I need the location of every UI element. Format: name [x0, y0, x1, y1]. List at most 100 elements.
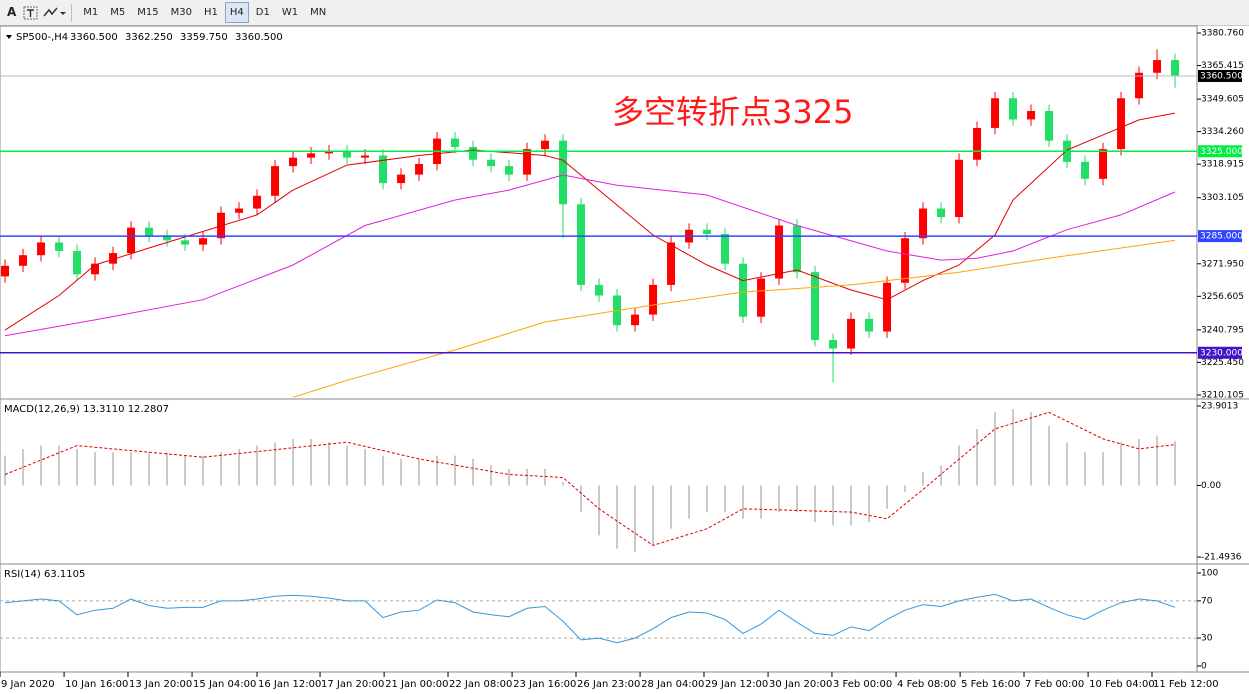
- candle-body: [397, 174, 406, 184]
- timeframe-button[interactable]: MN: [310, 7, 327, 18]
- text-tool-icon[interactable]: [21, 4, 41, 22]
- macd-name: MACD(12,26,9): [4, 404, 80, 415]
- timeframe-button[interactable]: M1: [83, 7, 99, 18]
- candle-body: [235, 208, 244, 213]
- panel-title: RSI(14) 63.1105: [4, 569, 85, 580]
- timeframe-button[interactable]: W1: [281, 7, 299, 18]
- candle-body: [379, 155, 388, 184]
- candle-body: [1171, 60, 1180, 76]
- candle-body: [37, 242, 46, 256]
- candle-body: [91, 263, 100, 275]
- y-tick-label: 30: [1201, 634, 1213, 644]
- separator: [71, 3, 73, 22]
- candle-body: [793, 225, 802, 273]
- candle-body: [145, 227, 154, 237]
- header-value: 3360.500: [70, 32, 118, 43]
- candle-body: [469, 147, 478, 160]
- candle-body: [541, 140, 550, 150]
- candle-body: [703, 229, 712, 234]
- arrows-tool-icon[interactable]: [41, 4, 67, 22]
- y-tick-label: 70: [1201, 596, 1213, 606]
- candle-body: [919, 208, 928, 239]
- moving-average: [292, 239, 1176, 398]
- y-tick-label: 3225.450: [1201, 358, 1244, 368]
- y-tick-label: 23.9013: [1201, 401, 1238, 411]
- x-tick-label: 17 Jan 20:00: [321, 679, 384, 690]
- timeframe-button[interactable]: H1: [204, 7, 218, 18]
- candle-body: [937, 208, 946, 218]
- candle-body: [901, 238, 910, 283]
- y-tick-label: 0: [1201, 661, 1207, 671]
- header-value: 3359.750: [180, 32, 228, 43]
- candle-body: [199, 238, 208, 245]
- candle-body: [127, 227, 136, 254]
- candle-body: [1135, 72, 1144, 99]
- plot-frame: [0, 25, 1198, 673]
- timeframe-button[interactable]: D1: [255, 7, 270, 18]
- candle-body: [811, 272, 820, 341]
- candle-body: [1027, 110, 1036, 120]
- moving-average: [4, 112, 1176, 331]
- level-label: 3285.000: [1200, 232, 1243, 242]
- candle-body: [829, 340, 838, 349]
- candle-body: [109, 253, 118, 264]
- x-tick-label: 10 Feb 04:00: [1089, 679, 1155, 690]
- candle-body: [577, 204, 586, 285]
- x-tick-label: 28 Jan 04:00: [641, 679, 704, 690]
- candle-body: [1099, 149, 1108, 179]
- candle-body: [415, 163, 424, 175]
- x-tick-label: 11 Feb 12:00: [1153, 679, 1219, 690]
- current-price-box: [1198, 69, 1242, 82]
- signal-value: 12.2807: [128, 404, 169, 415]
- macd-value: 13.3110: [83, 404, 124, 415]
- candle-body: [271, 166, 280, 196]
- y-tick-label: 3271.950: [1201, 259, 1244, 269]
- x-tick-label: 16 Jan 12:00: [258, 679, 321, 690]
- y-tick-label: 3256.605: [1201, 292, 1244, 302]
- y-tick-label: 0.00: [1201, 481, 1221, 491]
- y-tick-label: 100: [1201, 568, 1218, 578]
- y-tick-label: 3349.605: [1201, 95, 1244, 105]
- x-tick-label: 23 Jan 16:00: [513, 679, 576, 690]
- candle-body: [667, 242, 676, 285]
- font-button[interactable]: A: [7, 5, 17, 19]
- candle-body: [1009, 98, 1018, 120]
- candle-body: [505, 166, 514, 175]
- candle-body: [451, 138, 460, 148]
- header-symbol: SP500-,H4: [16, 32, 68, 43]
- y-tick-label: 3303.105: [1201, 193, 1244, 203]
- candle-body: [1045, 110, 1054, 141]
- candle-body: [847, 318, 856, 349]
- x-tick-label: 5 Feb 16:00: [961, 679, 1020, 690]
- candle-body: [1, 265, 10, 277]
- header-value: 3360.500: [235, 32, 283, 43]
- x-tick-label: 9 Jan 2020: [1, 679, 55, 690]
- candle-body: [739, 263, 748, 317]
- y-tick-label: 3365.415: [1201, 61, 1244, 71]
- candle-body: [649, 284, 658, 315]
- x-tick-label: 15 Jan 04:00: [193, 679, 256, 690]
- x-tick-label: 4 Feb 08:00: [897, 679, 956, 690]
- timeframes: M1 M5 M15 M30 H1 H4 D1 W1 MN: [76, 2, 331, 23]
- candle-body: [559, 140, 568, 205]
- timeframe-button[interactable]: M30: [170, 7, 193, 18]
- x-tick-label: 29 Jan 12:00: [705, 679, 768, 690]
- y-tick-label: -21.4936: [1201, 552, 1242, 562]
- candle-body: [343, 151, 352, 158]
- timeframe-button[interactable]: H4: [224, 2, 249, 23]
- candle-body: [955, 159, 964, 218]
- annotation: 多空转折点3325: [612, 93, 853, 131]
- candle-body: [721, 233, 730, 264]
- y-tick-label: 3240.795: [1201, 325, 1244, 335]
- level-label-box: [1198, 145, 1242, 158]
- header-marker: [6, 35, 12, 39]
- candle-body: [181, 240, 190, 245]
- candle-body: [163, 236, 172, 241]
- moving-average: [4, 174, 1176, 337]
- timeframe-button[interactable]: M5: [110, 7, 126, 18]
- timeframe-button[interactable]: M15: [137, 7, 159, 18]
- candle-body: [973, 127, 982, 160]
- x-tick-label: 10 Jan 16:00: [65, 679, 128, 690]
